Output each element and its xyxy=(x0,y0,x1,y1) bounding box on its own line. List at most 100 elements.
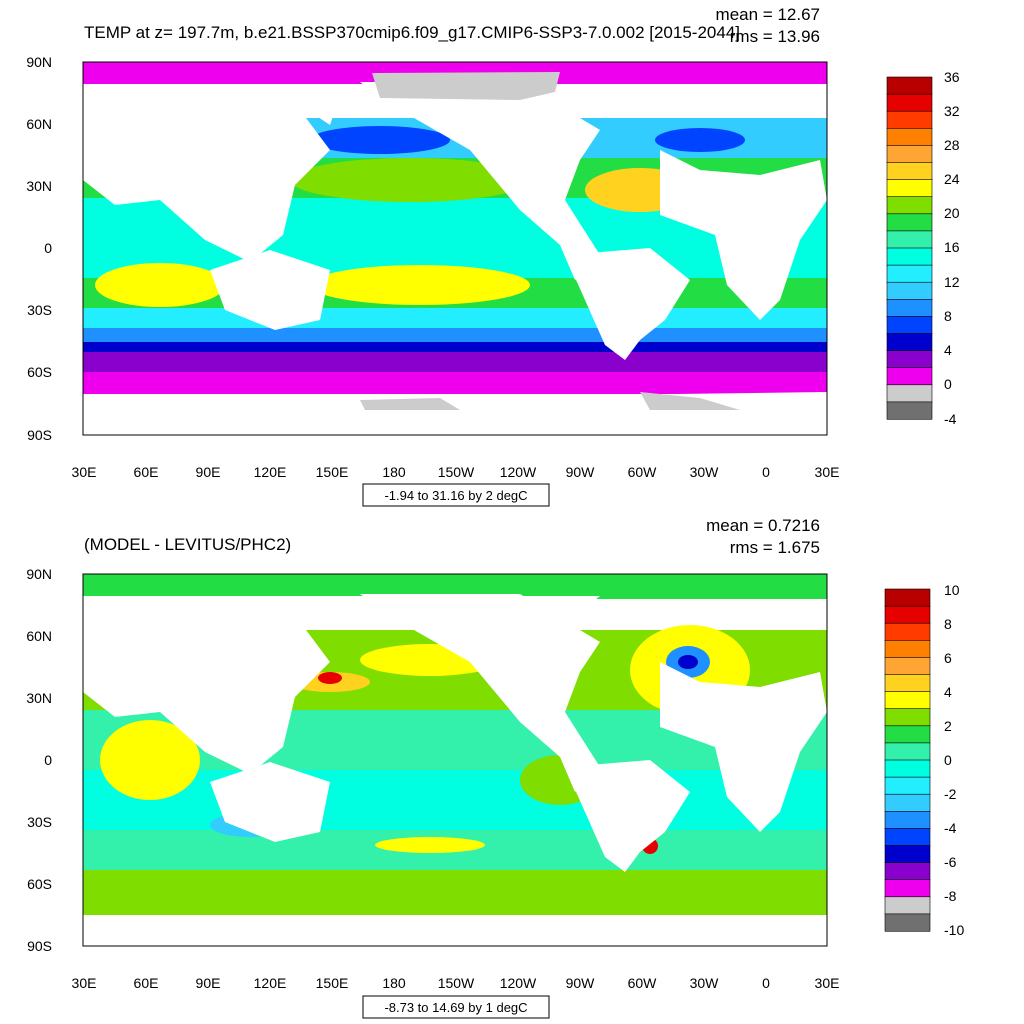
colorbar-swatch xyxy=(884,657,931,676)
colorbar-label: -8 xyxy=(944,888,957,904)
lat-label: 30N xyxy=(26,178,52,194)
colorbar-label: -4 xyxy=(944,820,957,836)
colorbar-swatch xyxy=(886,264,933,283)
colorbar-label: 2 xyxy=(944,718,952,734)
colorbar-swatch xyxy=(886,367,933,386)
difference-field xyxy=(83,574,827,946)
colorbar-swatch xyxy=(884,725,931,744)
contour-info-box xyxy=(362,483,550,507)
colorbar-label: 20 xyxy=(944,205,960,221)
land-mask xyxy=(83,82,827,435)
colorbar-swatch xyxy=(886,350,933,369)
south-pacific-warm-pool xyxy=(310,265,530,305)
colorbar-label: 24 xyxy=(944,171,960,187)
colorbar-label: -10 xyxy=(944,922,964,938)
colorbar-swatch xyxy=(886,162,933,181)
colorbar-swatch xyxy=(886,247,933,266)
colorbar-label: 8 xyxy=(944,616,952,632)
panel-title: TEMP at z= 197.7m, b.e21.BSSP370cmip6.f0… xyxy=(84,23,740,42)
colorbar-swatch xyxy=(886,110,933,129)
lon-label: 30E xyxy=(72,975,97,991)
colorbar-label: 8 xyxy=(944,308,952,324)
colorbar-swatch xyxy=(884,622,931,641)
lon-label: 30E xyxy=(815,975,840,991)
longitude-axis: 30E 60E 90E 120E 150E 180 150W 120W 90W … xyxy=(72,464,840,480)
colorbar-label: 36 xyxy=(944,69,960,85)
lon-label: 60W xyxy=(628,975,658,991)
lat-label: 0 xyxy=(44,752,52,768)
colorbar-swatch xyxy=(884,793,931,812)
mean-label: mean = 12.67 xyxy=(716,5,820,24)
colorbar xyxy=(886,76,933,420)
colorbar-labels: 36 32 28 24 20 16 12 8 4 0 -4 xyxy=(944,69,960,427)
colorbar-swatch xyxy=(886,128,933,147)
lon-label: 150E xyxy=(316,464,349,480)
colorbar xyxy=(884,588,931,932)
lon-label: 150W xyxy=(438,975,475,991)
colorbar-swatch xyxy=(886,281,933,300)
colorbar-label: 10 xyxy=(944,582,960,598)
lat-label: 60S xyxy=(27,364,52,380)
lat-label: 90N xyxy=(26,54,52,70)
colorbar-swatch xyxy=(886,93,933,112)
contour-info-label: -8.73 to 14.69 by 1 degC xyxy=(384,1000,527,1015)
lon-label: 90E xyxy=(196,464,221,480)
colorbar-labels: 10 8 6 4 2 0 -2 -4 -6 -8 -10 xyxy=(944,582,964,938)
panel-model-difference: (MODEL - LEVITUS/PHC2) mean = 0.7216 rms… xyxy=(26,516,964,1019)
colorbar-swatch xyxy=(886,384,933,403)
colorbar-label: -2 xyxy=(944,786,957,802)
colorbar-swatch xyxy=(884,776,931,795)
colorbar-swatch xyxy=(886,179,933,198)
map-frame xyxy=(82,61,828,436)
land-mask xyxy=(83,594,827,946)
colorbar-label: -4 xyxy=(944,411,957,427)
colorbar-swatch xyxy=(884,742,931,761)
colorbar-swatch xyxy=(884,639,931,658)
lon-label: 90W xyxy=(566,975,596,991)
lon-label: 120E xyxy=(254,464,287,480)
contour-info-box xyxy=(362,995,550,1019)
longitude-axis: 30E 60E 90E 120E 150E 180 150W 120W 90W … xyxy=(72,975,840,991)
colorbar-label: 12 xyxy=(944,274,960,290)
lon-label: 60W xyxy=(628,464,658,480)
lon-label: 0 xyxy=(762,975,770,991)
lat-label: 30S xyxy=(27,302,52,318)
lat-label: 90S xyxy=(27,427,52,443)
colorbar-label: 0 xyxy=(944,752,952,768)
colorbar-swatch xyxy=(884,605,931,624)
panel-title: (MODEL - LEVITUS/PHC2) xyxy=(84,535,291,554)
colorbar-swatch xyxy=(886,76,933,95)
colorbar-swatch xyxy=(884,879,931,898)
colorbar-label: 28 xyxy=(944,137,960,153)
lon-label: 30E xyxy=(72,464,97,480)
colorbar-swatch xyxy=(884,691,931,710)
lon-label: 150W xyxy=(438,464,475,480)
lon-label: 60E xyxy=(134,975,159,991)
colorbar-swatch xyxy=(886,230,933,249)
colorbar-swatch xyxy=(886,316,933,335)
lon-label: 30E xyxy=(815,464,840,480)
lon-label: 180 xyxy=(382,975,406,991)
colorbar-swatch xyxy=(884,588,931,607)
panel-temperature: TEMP at z= 197.7m, b.e21.BSSP370cmip6.f0… xyxy=(26,5,960,507)
contour-info-label: -1.94 to 31.16 by 2 degC xyxy=(384,488,527,503)
north-atlantic-cold-anomaly xyxy=(678,655,698,669)
rms-label: rms = 1.675 xyxy=(730,538,820,557)
colorbar-label: 4 xyxy=(944,342,952,358)
colorbar-swatch xyxy=(886,145,933,164)
lon-label: 180 xyxy=(382,464,406,480)
map-frame xyxy=(82,573,828,947)
lon-label: 120E xyxy=(254,975,287,991)
colorbar-label: 32 xyxy=(944,103,960,119)
colorbar-swatch xyxy=(884,810,931,829)
lon-label: 0 xyxy=(762,464,770,480)
colorbar-label: 6 xyxy=(944,650,952,666)
colorbar-swatch xyxy=(886,213,933,232)
lat-label: 90S xyxy=(27,938,52,954)
lon-label: 150E xyxy=(316,975,349,991)
colorbar-swatch xyxy=(884,896,931,915)
colorbar-swatch xyxy=(884,674,931,693)
lat-label: 90N xyxy=(26,566,52,582)
mean-label: mean = 0.7216 xyxy=(706,516,820,535)
lat-label: 60N xyxy=(26,116,52,132)
